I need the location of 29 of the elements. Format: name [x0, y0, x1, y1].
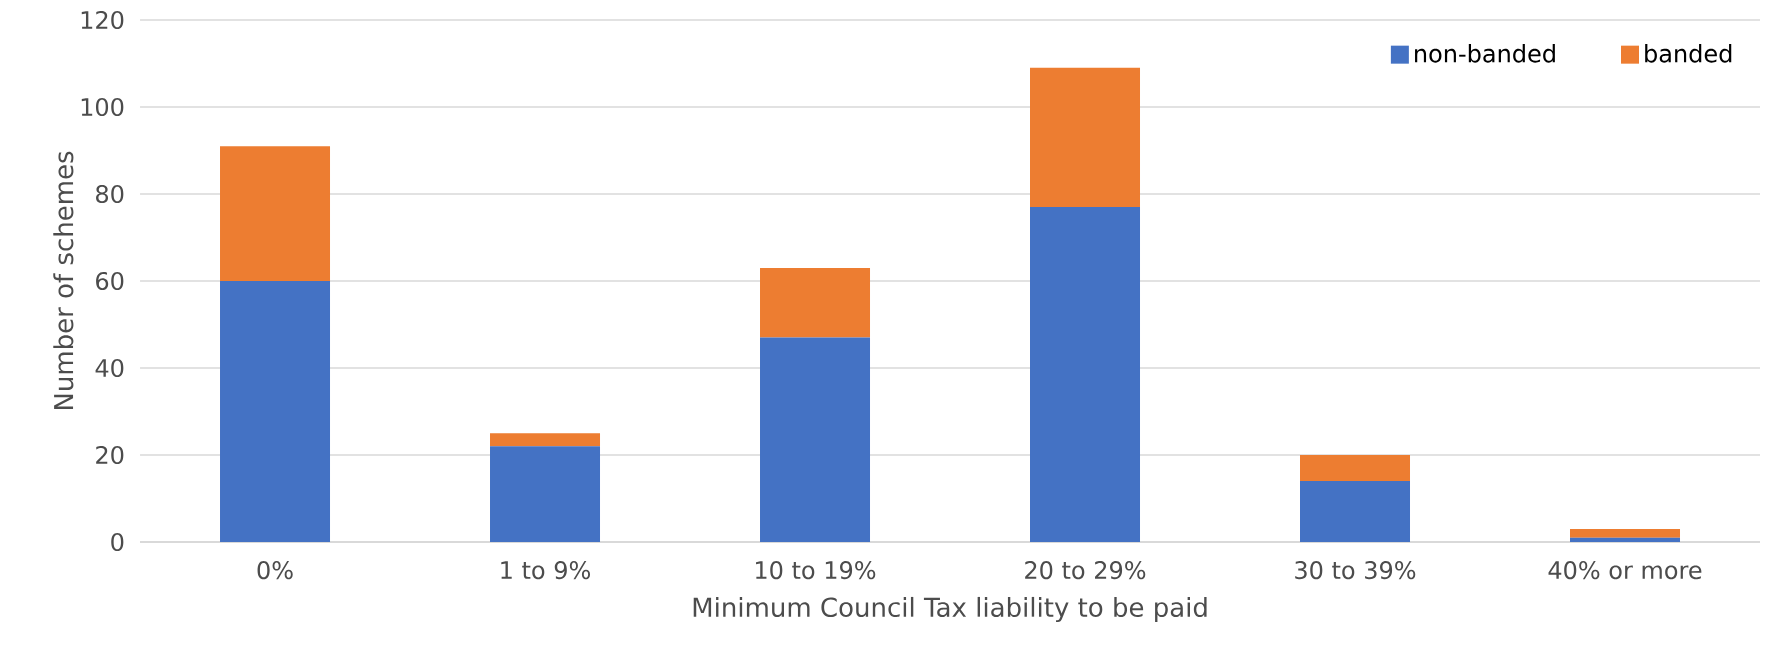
bar: [760, 337, 871, 542]
x-tick-label: 10 to 19%: [756, 561, 876, 580]
y-tick-label: 120: [81, 10, 124, 30]
y-tick-label: 20: [96, 445, 124, 465]
bar: [1570, 537, 1680, 542]
bar: [1300, 454, 1411, 482]
x-tick-label: 20 to 29%: [1025, 561, 1146, 580]
x-tick-label: 40% or more: [1548, 561, 1702, 580]
x-tick-label: 0%: [257, 561, 293, 580]
x-axis-title: Minimum Council Tax liability to be paid: [693, 596, 1207, 623]
y-tick-label: 80: [96, 184, 124, 204]
bar: [1030, 207, 1141, 542]
bar: [1030, 67, 1141, 208]
bar: [220, 146, 331, 281]
legend-label: non-banded: [1415, 44, 1555, 63]
legend-label: banded: [1645, 44, 1732, 63]
y-axis-title: Number of schemes: [53, 151, 74, 410]
y-tick-label: 100: [81, 97, 124, 117]
bar: [490, 446, 601, 542]
y-tick-label: 40: [95, 358, 124, 378]
bar: [490, 433, 601, 447]
bar: [1570, 528, 1680, 538]
bar: [1300, 481, 1411, 542]
x-tick-label: 1 to 9%: [501, 561, 591, 580]
y-tick-label: 60: [96, 271, 124, 291]
bar: [760, 267, 871, 338]
y-tick-label: 0: [111, 532, 124, 552]
bar: [220, 280, 331, 542]
x-tick-label: 30 to 39%: [1295, 561, 1416, 580]
